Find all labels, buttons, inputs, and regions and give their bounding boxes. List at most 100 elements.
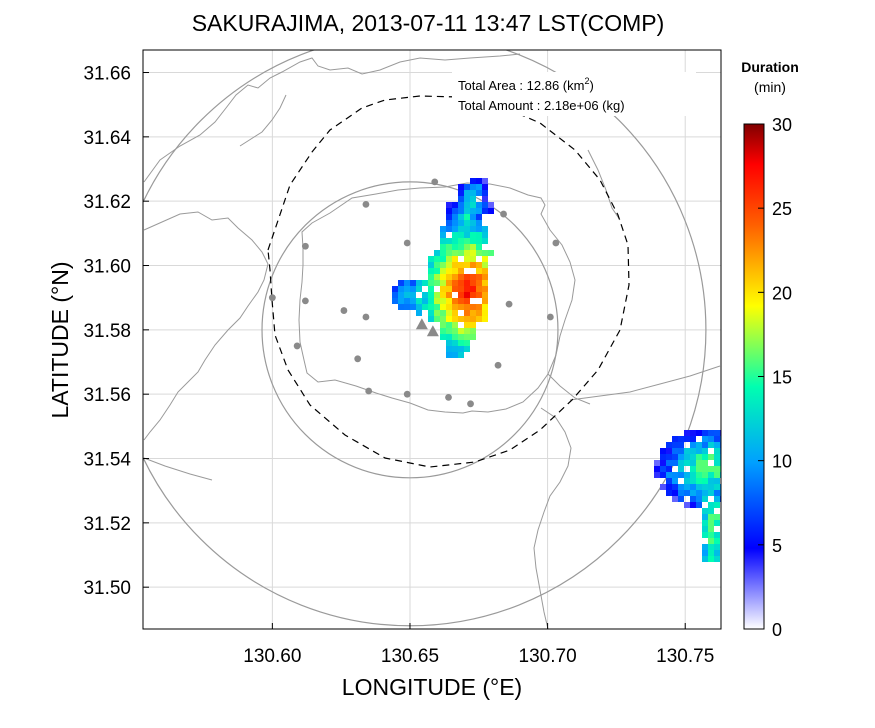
plume-east-cell — [708, 556, 714, 562]
plume-east-cell — [690, 484, 696, 490]
plume-cell — [476, 184, 482, 190]
plume-east-cell — [702, 532, 708, 538]
plume-cell — [446, 328, 452, 334]
plume-cell — [440, 310, 446, 316]
plume-cell — [458, 184, 464, 190]
colorbar-tick-label-0: 0 — [772, 620, 782, 640]
plume-cell — [458, 334, 464, 340]
plume-cell — [440, 268, 446, 274]
plume-cell — [470, 334, 476, 340]
plume-cell — [422, 298, 428, 304]
plume-cell — [482, 178, 488, 184]
plume-cell — [458, 196, 464, 202]
plume-cell — [428, 280, 434, 286]
chart-title: SAKURAJIMA, 2013-07-11 13:47 LST(COMP) — [192, 10, 665, 36]
plume-cell — [464, 262, 470, 268]
plume-east-cell — [666, 472, 672, 478]
plume-cell — [458, 202, 464, 208]
plume-cell — [404, 292, 410, 298]
plume-cell — [416, 286, 422, 292]
plume-cell — [440, 286, 446, 292]
plume-cell — [464, 346, 470, 352]
osumi-coast — [533, 407, 572, 629]
plume-cell — [464, 208, 470, 214]
plume-cell — [476, 232, 482, 238]
plume-cell — [404, 286, 410, 292]
plume-cell — [392, 298, 398, 304]
plume-cell — [464, 304, 470, 310]
plume-east-cell — [672, 460, 678, 466]
plume-cell — [476, 304, 482, 310]
plume-cell — [476, 214, 482, 220]
plume-cell — [458, 208, 464, 214]
plume-cell — [464, 274, 470, 280]
plume-cell — [476, 202, 482, 208]
plume-cell — [446, 220, 452, 226]
plume-cell — [464, 310, 470, 316]
plume-cell — [476, 250, 482, 256]
plume-east-cell — [708, 490, 714, 496]
plume-cell — [452, 298, 458, 304]
plume-east-cell — [708, 454, 714, 460]
station-dot-18 — [467, 400, 474, 408]
y-axis-label: LATITUDE (°N) — [47, 262, 73, 419]
plume-cell — [416, 310, 422, 316]
plume-east-cell — [714, 436, 720, 442]
plume-cell — [482, 274, 488, 280]
plume-cell — [446, 340, 452, 346]
plume-cell — [440, 322, 446, 328]
plume-cell — [470, 214, 476, 220]
plume-east-cell — [654, 472, 660, 478]
plume-cell — [470, 202, 476, 208]
plume-east-cell — [672, 490, 678, 496]
plume-east-cell — [672, 472, 678, 478]
plume-east-cell — [672, 436, 678, 442]
plume-cell — [446, 310, 452, 316]
plume-cell — [464, 250, 470, 256]
plume-cell — [458, 316, 464, 322]
plume-cell — [440, 328, 446, 334]
plume-cell — [446, 268, 452, 274]
plume-east-cell — [678, 490, 684, 496]
plume-cell — [476, 208, 482, 214]
plume-cell — [452, 202, 458, 208]
x-tick-label-2: 130.70 — [519, 646, 577, 667]
plume-cell — [476, 316, 482, 322]
coast-east-north — [587, 149, 621, 221]
plume-cell — [464, 334, 470, 340]
observation-stations — [268, 178, 560, 408]
plume-cell — [404, 304, 410, 310]
plume-cell — [470, 232, 476, 238]
plume-cell — [452, 214, 458, 220]
plume-cell — [464, 202, 470, 208]
plume-east-cell — [702, 556, 708, 562]
plume-cell — [470, 328, 476, 334]
plume-cell — [470, 304, 476, 310]
total-area-sup: 2 — [584, 76, 589, 86]
plume-cell — [470, 316, 476, 322]
plume-east-cell — [660, 448, 666, 454]
plume-cell — [470, 196, 476, 202]
plume-east-cell — [660, 454, 666, 460]
plume-cell — [446, 352, 452, 358]
south-coast — [143, 457, 213, 481]
plume-east-cell — [666, 490, 672, 496]
plume-cell — [446, 304, 452, 310]
plume-cell — [428, 256, 434, 262]
plume-east-cell — [708, 472, 714, 478]
station-dot-14 — [494, 361, 502, 369]
plume-east-cell — [708, 478, 714, 484]
plume-cell — [482, 304, 488, 310]
colorbar-tick-label-6: 30 — [772, 115, 792, 135]
plume-east-cell — [672, 478, 678, 484]
plume-east-cell — [690, 448, 696, 454]
plume-east-cell — [690, 430, 696, 436]
vent-triangle-0 — [415, 318, 428, 330]
plume-cell — [428, 316, 434, 322]
plume-cell — [446, 274, 452, 280]
plume-east-cell — [714, 550, 720, 556]
station-dot-2 — [500, 210, 507, 218]
plume-cell — [440, 250, 446, 256]
